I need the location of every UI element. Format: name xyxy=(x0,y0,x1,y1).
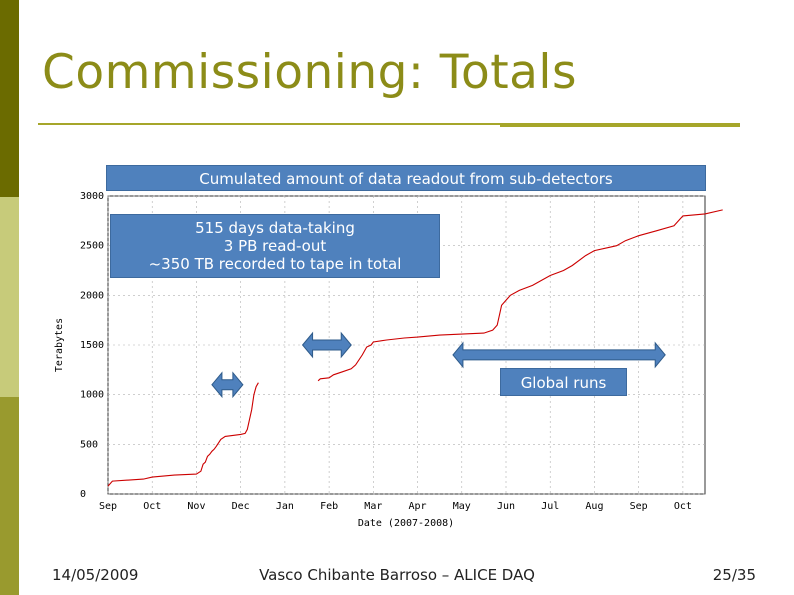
title-underline xyxy=(38,123,740,125)
x-axis-label: Date (2007-2008) xyxy=(358,518,454,529)
y-tick-label: 2500 xyxy=(80,241,104,252)
series-lines xyxy=(107,209,723,487)
x-tick-label: Feb xyxy=(320,501,338,512)
x-tick-label: Sep xyxy=(99,501,117,512)
y-tick-label: 1500 xyxy=(80,340,104,351)
y-axis-label: Terabytes xyxy=(54,318,65,372)
y-tick-label: 1000 xyxy=(80,390,104,401)
y-tick-label: 0 xyxy=(80,489,86,500)
x-tick-label: Jan xyxy=(276,501,294,512)
sidebar-band-middle xyxy=(0,197,19,397)
double-arrow xyxy=(211,371,244,399)
x-tick-label: Mar xyxy=(364,501,382,512)
y-tick-labels: 0 500 1000 1500 2000 2500 3000 xyxy=(80,191,104,500)
footer-author: Vasco Chibante Barroso – ALICE DAQ xyxy=(259,566,535,584)
summary-callout: 515 days data-taking 3 PB read-out ~350 … xyxy=(110,214,440,278)
y-tick-label: 2000 xyxy=(80,290,104,301)
y-tick-label: 500 xyxy=(80,439,98,450)
x-tick-label: Apr xyxy=(409,501,427,512)
footer-page-number: 25/35 xyxy=(712,566,756,584)
summary-line: ~350 TB recorded to tape in total xyxy=(148,255,402,273)
series-line xyxy=(317,209,723,382)
chart-title-callout: Cumulated amount of data readout from su… xyxy=(106,165,706,191)
x-tick-label: Nov xyxy=(187,501,205,512)
double-arrow xyxy=(452,341,666,369)
title-underline-accent xyxy=(500,124,740,127)
x-tick-label: Sep xyxy=(630,501,648,512)
double-arrow xyxy=(301,331,352,359)
x-tick-label: Oct xyxy=(143,501,161,512)
x-tick-label: Dec xyxy=(232,501,250,512)
x-tick-label: Jun xyxy=(497,501,515,512)
sidebar-band-top xyxy=(0,0,19,197)
sidebar-band-bottom xyxy=(0,397,19,595)
time-range-arrows xyxy=(211,331,666,399)
global-runs-callout: Global runs xyxy=(500,368,627,396)
x-tick-label: Jul xyxy=(541,501,559,512)
y-tick-label: 3000 xyxy=(80,191,104,202)
x-tick-labels: Sep Oct Nov Dec Jan Feb Mar Apr May Jun Jul Aug Sep O… xyxy=(99,501,692,512)
x-tick-label: Oct xyxy=(674,501,692,512)
x-tick-label: May xyxy=(453,501,471,512)
slide-title: Commissioning: Totals xyxy=(42,45,577,100)
summary-line: 515 days data-taking xyxy=(195,219,355,237)
x-tick-label: Aug xyxy=(585,501,603,512)
summary-line: 3 PB read-out xyxy=(223,237,327,255)
series-line xyxy=(107,382,259,487)
footer-date: 14/05/2009 xyxy=(52,566,139,584)
